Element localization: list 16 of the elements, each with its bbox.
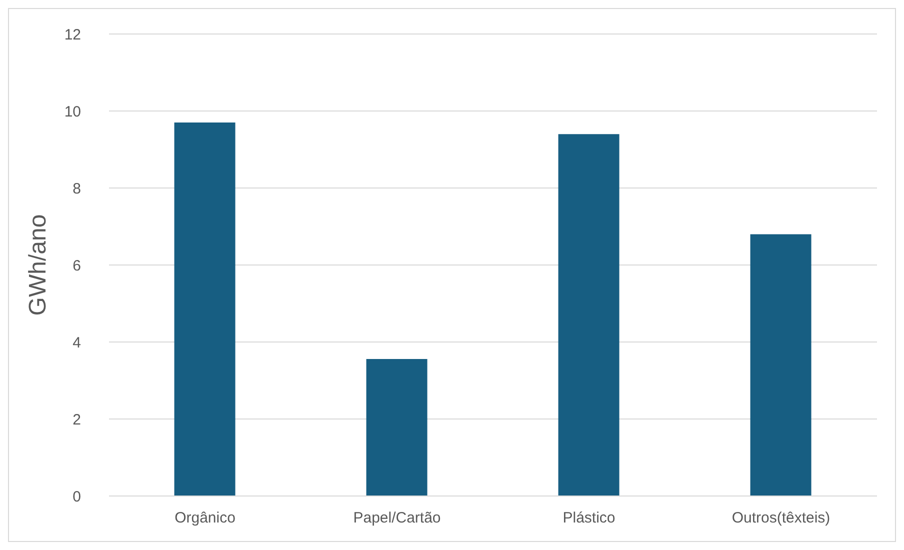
x-tick-label: Orgânico	[174, 510, 236, 527]
y-tick-label: 8	[72, 180, 81, 198]
x-tick-label: Outros(têxteis)	[732, 510, 830, 527]
y-axis-title: GWh/ano	[24, 214, 52, 316]
y-tick-label: 0	[72, 488, 81, 506]
x-tick-label: Papel/Cartão	[353, 510, 441, 527]
bar	[750, 234, 812, 496]
y-tick-label: 4	[72, 334, 81, 352]
y-tick-label: 6	[72, 257, 81, 274]
x-tick-label: Plástico	[562, 510, 616, 527]
y-tick-label: 2	[72, 411, 81, 428]
y-tick-label: 10	[64, 103, 81, 120]
bar	[366, 358, 428, 496]
bar	[558, 134, 620, 496]
y-tick-label: 12	[64, 26, 81, 44]
bar	[174, 122, 236, 496]
